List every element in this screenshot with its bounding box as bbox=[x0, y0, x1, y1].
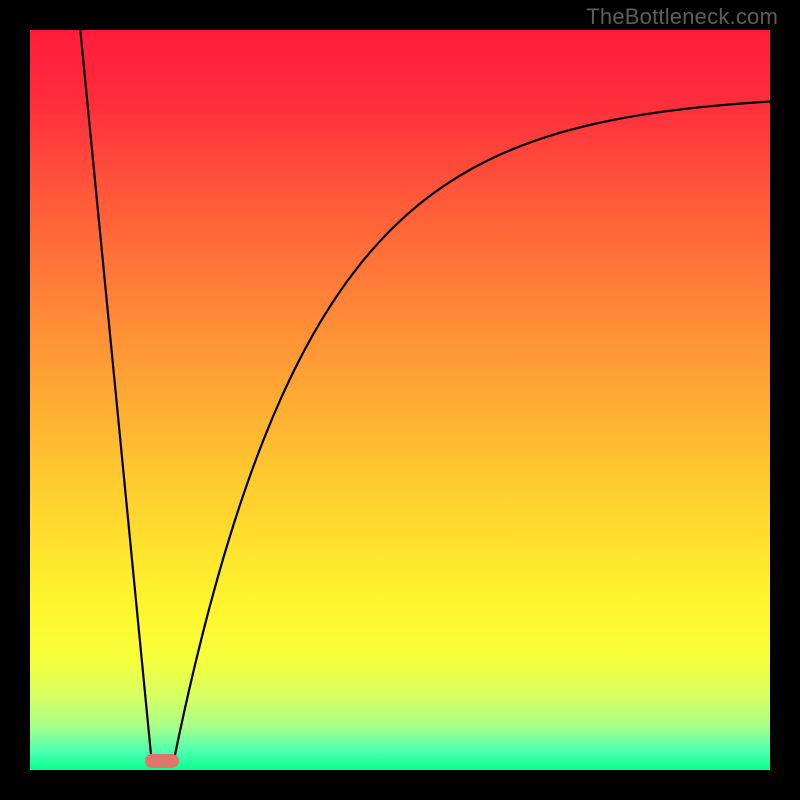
watermark-text: TheBottleneck.com bbox=[586, 4, 778, 30]
chart-frame: TheBottleneck.com bbox=[0, 0, 800, 800]
curve-line bbox=[30, 30, 770, 770]
minimum-marker bbox=[145, 754, 179, 768]
plot-area bbox=[30, 30, 770, 770]
